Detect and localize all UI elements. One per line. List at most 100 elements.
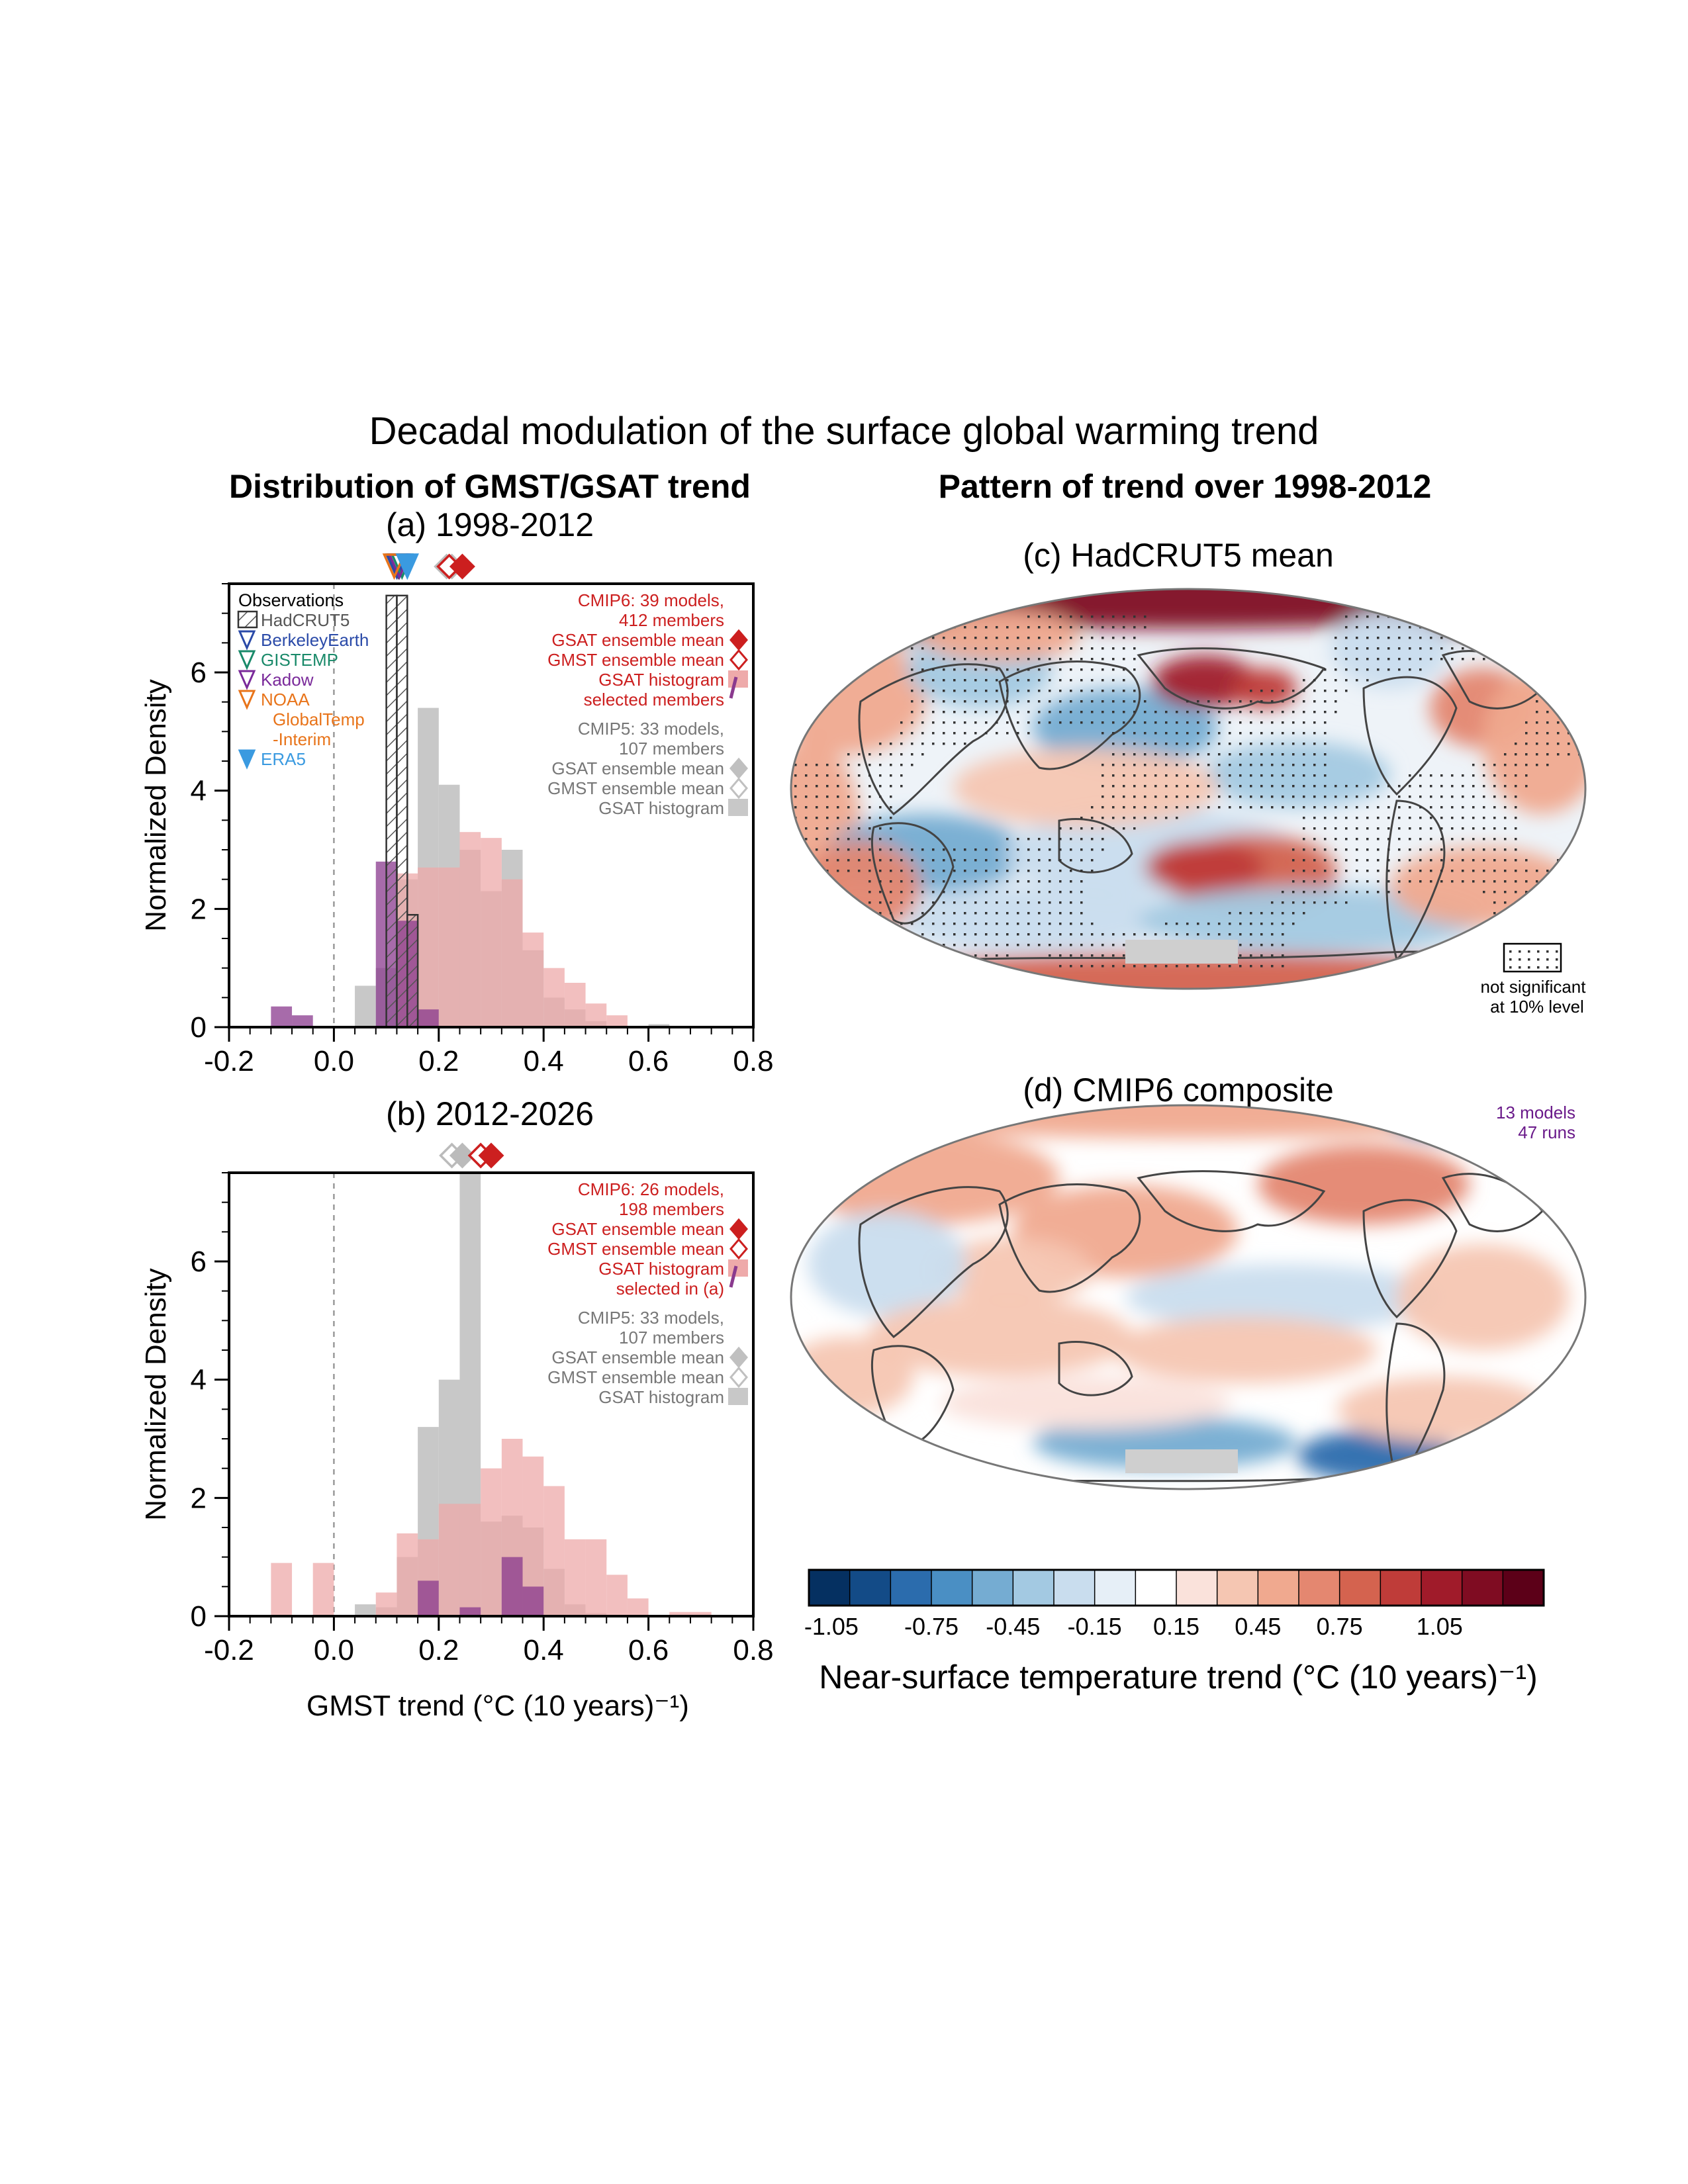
stipple-dot — [1049, 647, 1051, 650]
colorbar-swatch — [1135, 1570, 1177, 1606]
x-tick-label: 0.6 — [628, 1634, 669, 1666]
stipple-dot — [1080, 880, 1083, 883]
stipple-dot — [974, 647, 977, 650]
stipple-dot — [1091, 637, 1094, 639]
cmip6_hist-bar — [543, 1486, 565, 1616]
legend-obs-label: GISTEMP — [261, 650, 338, 670]
stipple-dot — [1324, 870, 1327, 872]
stipple-dot — [1335, 785, 1337, 788]
stipple-dot — [1070, 668, 1072, 671]
stipple-dot — [868, 827, 871, 830]
stipple-dot — [1419, 796, 1422, 798]
stipple-dot — [1451, 880, 1454, 883]
cmip6_hist-bar — [627, 1598, 649, 1616]
stipple-dot — [1313, 848, 1316, 851]
stipple-dot — [1430, 774, 1432, 777]
stipple-dot — [837, 785, 839, 788]
stipple-dot — [1070, 965, 1072, 968]
selected_hist-bar — [418, 1580, 439, 1616]
stipple-dot — [974, 870, 977, 872]
stipple-dot — [1493, 912, 1496, 915]
stipple-dot — [943, 880, 945, 883]
stipple-dot — [805, 637, 808, 639]
stipple-dot — [1080, 647, 1083, 650]
stipple-dot — [1504, 838, 1507, 841]
stipple-dot — [837, 817, 839, 819]
stipple-dot — [1472, 637, 1475, 639]
stipple-dot — [1303, 679, 1305, 682]
legend-diamond — [729, 1218, 748, 1240]
cmip5_hist-bar — [355, 985, 376, 1027]
stipple-dot — [1335, 827, 1337, 830]
stipple-dot — [1377, 785, 1380, 788]
stipple-dot — [1080, 817, 1083, 819]
stipple-dot — [1313, 743, 1316, 745]
stipple-dot — [1440, 880, 1443, 883]
stipple-dot — [921, 753, 924, 756]
stipple-dot — [879, 954, 882, 957]
stipple-dot — [1504, 764, 1507, 766]
stipple-dot — [1557, 647, 1560, 650]
stipple-dot — [1080, 912, 1083, 915]
stipple-dot — [921, 743, 924, 745]
stipple-dot — [1356, 817, 1358, 819]
y-tick-label: 2 — [191, 893, 207, 925]
stipple-dot — [974, 848, 977, 851]
stipple-dot — [1239, 711, 1242, 713]
stipple-dot — [932, 732, 935, 735]
stipple-dot — [1229, 732, 1231, 735]
stipple-dot — [890, 615, 892, 618]
legend-hist-swatch — [728, 1388, 748, 1405]
stipple-dot — [1536, 923, 1538, 925]
stipple-dot — [1515, 796, 1517, 798]
stipple-dot — [1070, 658, 1072, 660]
stipple-dot — [1430, 806, 1432, 809]
stipple-dot — [1345, 658, 1348, 660]
stipple-dot — [837, 796, 839, 798]
stipple-dot — [1282, 806, 1284, 809]
stipple-dot — [1112, 743, 1115, 745]
stipple-dot — [1271, 806, 1274, 809]
stipple-dot — [1303, 880, 1305, 883]
stipple-dot — [1176, 743, 1178, 745]
stipple-dot — [1515, 626, 1517, 629]
stipple-dot — [974, 711, 977, 713]
stipple-dot — [858, 848, 861, 851]
stipple-dot — [1557, 711, 1560, 713]
stipple-dot — [1525, 753, 1528, 756]
stipple-dot — [1335, 700, 1337, 703]
stipple-dot — [1282, 700, 1284, 703]
stipple-dot — [1123, 690, 1125, 692]
stipple-dot — [1133, 700, 1136, 703]
stipple-dot — [1059, 615, 1062, 618]
stipple-dot — [1440, 817, 1443, 819]
stipple-dot — [1292, 912, 1295, 915]
stipple-dot — [1335, 891, 1337, 893]
stipple-legend-dot — [1556, 950, 1558, 953]
stipple-dot — [1049, 848, 1051, 851]
stipple-dot — [985, 859, 988, 862]
stipple-dot — [1133, 743, 1136, 745]
cmip6_hist-bar — [585, 1539, 607, 1616]
stipple-dot — [868, 901, 871, 904]
stipple-dot — [1070, 954, 1072, 957]
stipple-dot — [1483, 796, 1485, 798]
stipple-dot — [1239, 753, 1242, 756]
y-tick-label: 2 — [191, 1482, 207, 1514]
left-heading: Distribution of GMST/GSAT trend — [229, 468, 751, 505]
stipple-dot — [996, 668, 998, 671]
stipple-dot — [1144, 796, 1147, 798]
stipple-dot — [1049, 711, 1051, 713]
stipple-dot — [1038, 891, 1041, 893]
cmip6_hist-bar — [438, 867, 460, 1027]
stipple-dot — [900, 944, 903, 946]
stipple-dot — [1049, 679, 1051, 682]
stipple-dot — [1080, 923, 1083, 925]
stipple-legend-box — [1503, 942, 1562, 973]
stipple-dot — [1568, 668, 1570, 671]
anomaly-patch — [1390, 1105, 1509, 1138]
stipple-dot — [1472, 658, 1475, 660]
stipple-legend-dot — [1528, 966, 1530, 969]
stipple-dot — [1313, 859, 1316, 862]
stipple-dot — [1504, 753, 1507, 756]
